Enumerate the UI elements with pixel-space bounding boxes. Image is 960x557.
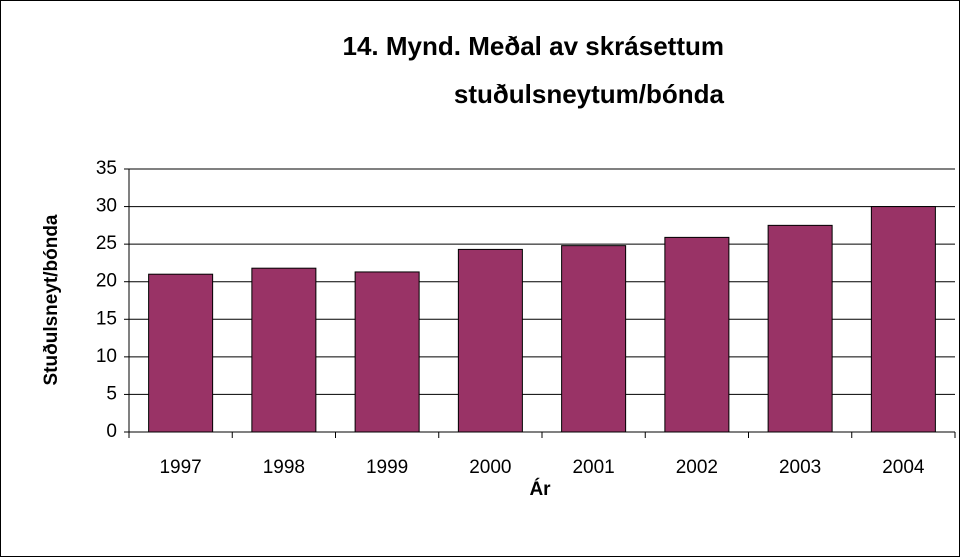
bar — [148, 273, 214, 433]
y-tick-label: 5 — [106, 383, 117, 404]
bar — [457, 248, 523, 433]
y-axis-label: Stuðulsneyt/bónda — [41, 214, 62, 385]
y-tick-label: 15 — [96, 308, 117, 329]
bar — [870, 206, 936, 433]
bar — [561, 245, 627, 433]
x-tick-label: 2003 — [779, 457, 821, 478]
x-tick-label: 2002 — [676, 457, 718, 478]
x-tick-label: 1999 — [366, 457, 408, 478]
x-axis-label: Ár — [529, 478, 551, 500]
y-tick-label: 30 — [96, 196, 117, 217]
chart-title: 14. Mynd. Meðal av skrásettum — [343, 31, 724, 61]
bar — [354, 271, 420, 433]
x-tick-label: 2000 — [469, 457, 511, 478]
y-tick-label: 20 — [96, 271, 117, 292]
y-tick-label: 10 — [96, 346, 117, 367]
chart-title: stuðulsneytum/bónda — [454, 79, 725, 109]
bar — [251, 267, 317, 433]
x-tick-label: 1998 — [263, 457, 305, 478]
x-tick-label: 2004 — [882, 457, 925, 478]
bar — [767, 224, 833, 433]
x-tick-label: 2001 — [572, 457, 614, 478]
x-tick-label: 1997 — [159, 457, 201, 478]
y-tick-label: 35 — [96, 158, 117, 179]
y-tick-label: 0 — [106, 421, 117, 442]
bar — [664, 236, 730, 433]
y-tick-label: 25 — [96, 233, 117, 254]
